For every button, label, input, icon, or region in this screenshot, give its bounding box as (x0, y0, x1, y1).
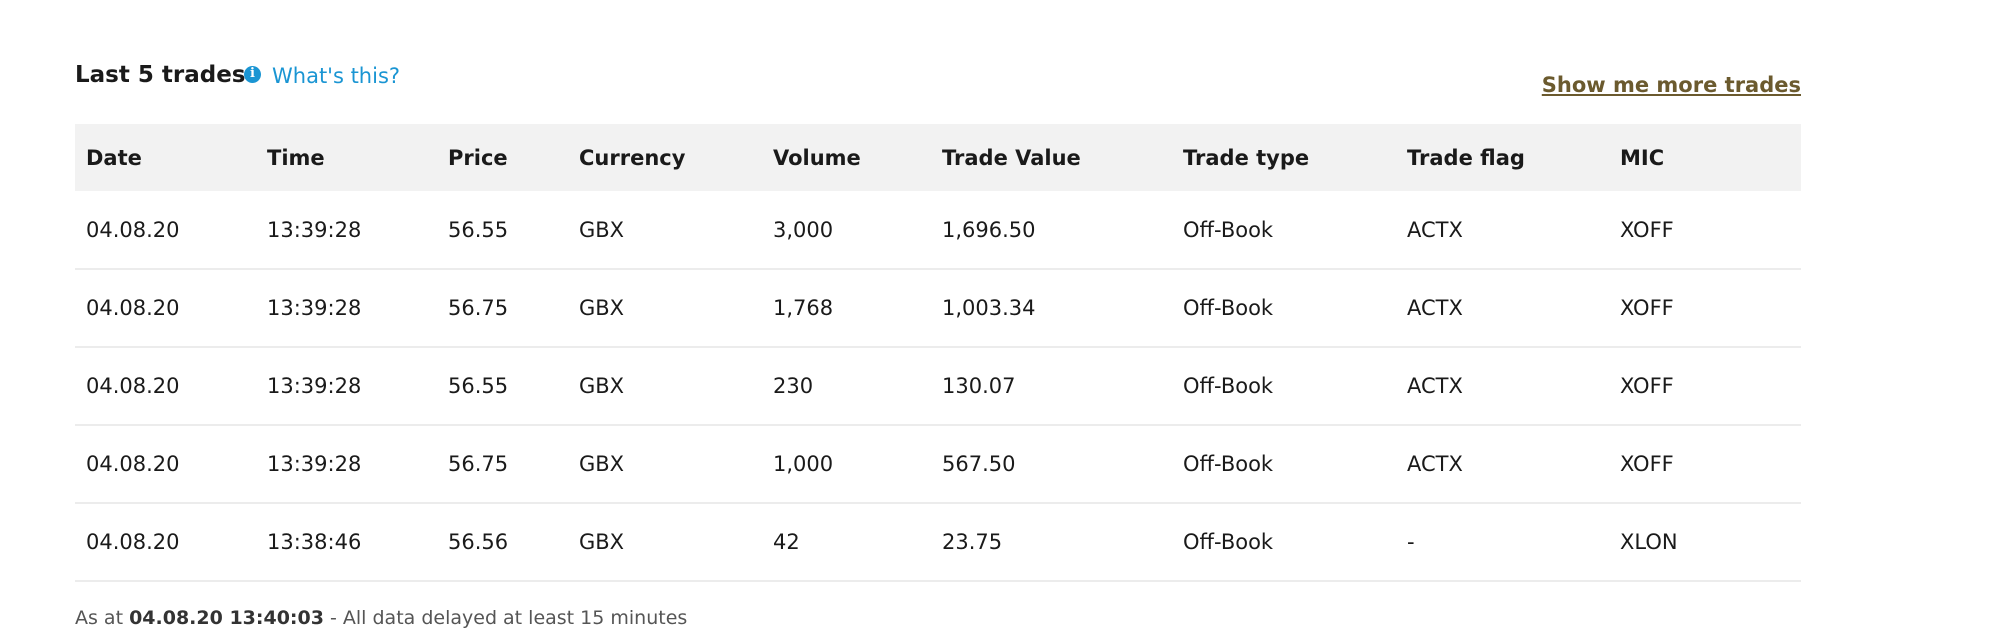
column-header-trade-type: Trade type (1183, 145, 1310, 170)
cell-date: 04.08.20 (86, 296, 180, 320)
cell-trade-flag: ACTX (1407, 374, 1463, 398)
cell-mic: XOFF (1620, 374, 1674, 398)
cell-currency: GBX (579, 217, 625, 242)
cell-trade-value: 1,696.50 (942, 217, 1036, 242)
trades-table: Date Time Price Currency Volume Trade Value Tr… (75, 124, 1801, 582)
cell-trade-flag: ACTX (1407, 296, 1463, 320)
table-row: 04.08.20 13:39:28 56.55 GBX 3,000 1,696.50 Off… (75, 191, 1801, 269)
cell-trade-flag: - (1407, 530, 1415, 554)
note-suffix: - All data delayed at least 15 minutes (323, 607, 688, 629)
cell-price: 56.56 (448, 530, 509, 554)
cell-mic: XOFF (1620, 452, 1674, 476)
column-header-volume: Volume (773, 145, 861, 170)
table-row: 04.08.20 13:38:46 56.56 GBX 42 23.75 Off-Book -… (75, 503, 1801, 581)
cell-volume: 1,768 (773, 296, 834, 320)
cell-volume: 42 (773, 530, 800, 554)
cell-currency: GBX (579, 296, 625, 320)
show-more-trades-link[interactable]: Show me more trades (1541, 73, 1801, 97)
data-delay-note: As at 04.08.20 13:40:03 - All data delay… (75, 606, 1801, 630)
cell-currency: GBX (579, 452, 625, 476)
table-row: 04.08.20 13:39:28 56.55 GBX 230 130.07 Off-Boo… (75, 347, 1801, 425)
column-header-mic: MIC (1620, 145, 1665, 170)
table-header-row: Date Time Price Currency Volume Trade Value Tr… (75, 124, 1801, 191)
cell-date: 04.08.20 (86, 530, 180, 554)
cell-mic: XOFF (1620, 217, 1674, 242)
cell-price: 56.75 (448, 452, 509, 476)
cell-trade-value: 130.07 (942, 374, 1016, 398)
whats-this-label: What's this? (272, 64, 401, 88)
cell-date: 04.08.20 (86, 374, 180, 398)
cell-price: 56.55 (448, 217, 509, 242)
cell-currency: GBX (579, 530, 625, 554)
cell-trade-value: 23.75 (942, 530, 1003, 554)
column-header-time: Time (267, 145, 325, 170)
cell-price: 56.55 (448, 374, 509, 398)
column-header-currency: Currency (579, 145, 686, 170)
cell-currency: GBX (579, 374, 625, 398)
cell-volume: 230 (773, 374, 814, 398)
cell-trade-flag: ACTX (1407, 217, 1463, 242)
section-header: Last 5 trades i What's this? Show me mor… (75, 0, 1801, 124)
column-header-trade-value: Trade Value (942, 145, 1081, 170)
cell-time: 13:39:28 (267, 296, 362, 320)
cell-volume: 1,000 (773, 452, 834, 476)
cell-date: 04.08.20 (86, 452, 180, 476)
cell-time: 13:38:46 (267, 530, 362, 554)
whats-this-link[interactable]: i What's this? (244, 63, 400, 89)
note-prefix: As at (75, 607, 130, 629)
cell-date: 04.08.20 (86, 217, 180, 242)
last-trades-section: Last 5 trades i What's this? Show me mor… (75, 0, 1801, 630)
cell-trade-type: Off-Book (1183, 374, 1274, 398)
cell-trade-type: Off-Book (1183, 217, 1274, 242)
section-title: Last 5 trades (75, 62, 246, 88)
table-body: 04.08.20 13:39:28 56.55 GBX 3,000 1,696.50 Off… (75, 191, 1801, 581)
cell-time: 13:39:28 (267, 452, 362, 476)
cell-trade-type: Off-Book (1183, 296, 1274, 320)
cell-time: 13:39:28 (267, 374, 362, 398)
table-row: 04.08.20 13:39:28 56.75 GBX 1,000 567.50 Off-B… (75, 425, 1801, 503)
column-header-trade-flag: Trade flag (1407, 145, 1525, 170)
cell-time: 13:39:28 (267, 217, 362, 242)
cell-volume: 3,000 (773, 217, 834, 242)
cell-trade-value: 567.50 (942, 452, 1016, 476)
cell-trade-flag: ACTX (1407, 452, 1463, 476)
cell-trade-type: Off-Book (1183, 452, 1274, 476)
cell-trade-type: Off-Book (1183, 530, 1274, 554)
cell-price: 56.75 (448, 296, 509, 320)
column-header-price: Price (448, 145, 508, 170)
cell-mic: XOFF (1620, 296, 1674, 320)
note-timestamp: 04.08.20 13:40:03 (129, 607, 324, 629)
table-row: 04.08.20 13:39:28 56.75 GBX 1,768 1,003.34 Off… (75, 269, 1801, 347)
cell-mic: XLON (1620, 530, 1678, 554)
column-header-date: Date (86, 145, 142, 170)
info-icon: i (244, 65, 261, 83)
cell-trade-value: 1,003.34 (942, 296, 1036, 320)
